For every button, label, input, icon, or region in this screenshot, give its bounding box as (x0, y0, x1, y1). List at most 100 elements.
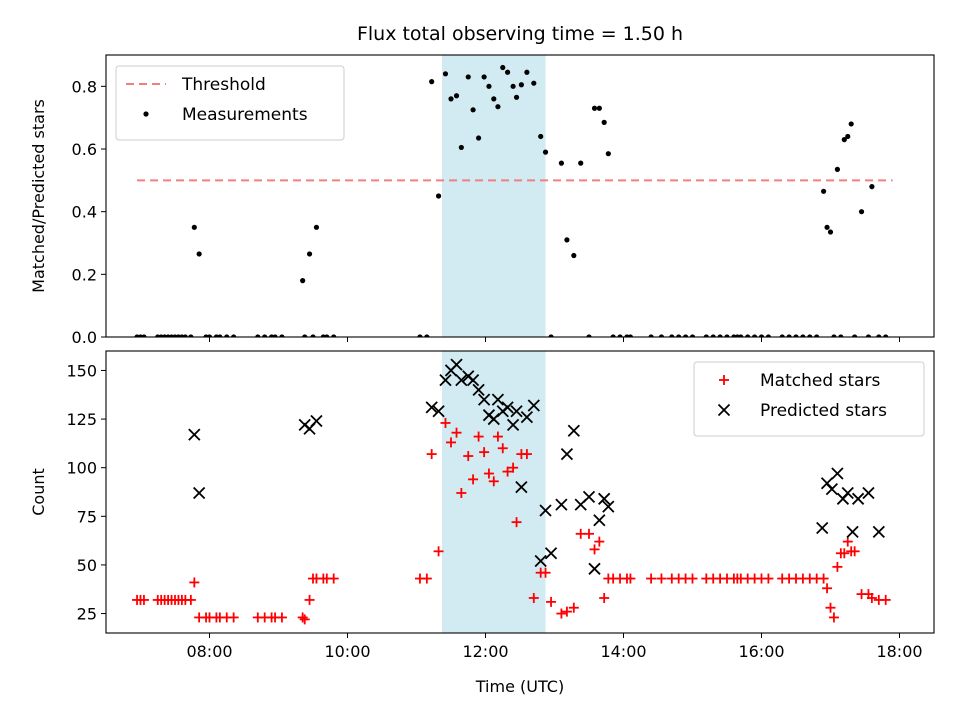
predicted-point-stroke (477, 393, 491, 406)
data-point (710, 334, 716, 337)
data-point (814, 334, 820, 337)
data-point (206, 334, 213, 337)
predicted-point-stroke (515, 481, 528, 494)
matched-point (492, 431, 503, 442)
data-point (596, 105, 602, 111)
panel-2-series-2 (188, 358, 885, 575)
data-point (605, 151, 611, 157)
predicted-point-stroke (862, 486, 875, 500)
data-point (500, 64, 506, 71)
predicted-point (582, 490, 596, 503)
data-point (786, 334, 792, 337)
data-point (841, 137, 847, 143)
data-point (617, 334, 623, 337)
predicted-point (425, 401, 438, 414)
legend-marker-swatch-stroke (717, 403, 731, 417)
data-point (831, 334, 837, 337)
predicted-point-stroke (602, 500, 615, 513)
matched-point (276, 612, 287, 623)
predicted-point (862, 486, 875, 500)
predicted-point (501, 401, 514, 414)
data-point (255, 334, 261, 337)
data-point (191, 224, 197, 230)
data-point (272, 334, 278, 337)
matched-point (508, 462, 519, 473)
predicted-point (593, 514, 606, 527)
panel-2-legend: Matched stars Predicted stars (693, 361, 925, 437)
matched-point (479, 447, 490, 458)
panel-1-series-2 (134, 64, 889, 337)
data-point (779, 334, 785, 337)
data-point (331, 334, 337, 337)
y-tick-label: 50 (77, 556, 97, 575)
x-axis-label: Time (UTC) (475, 677, 564, 696)
x-tick-label: 10:00 (324, 642, 370, 661)
matched-point (328, 573, 339, 584)
data-point (883, 334, 889, 337)
matched-point (297, 612, 308, 623)
data-point (793, 334, 799, 337)
y-tick-label: 75 (77, 507, 97, 526)
y-axis-label: Count (29, 468, 48, 516)
predicted-point (825, 482, 839, 496)
data-point (531, 80, 537, 86)
data-point (324, 334, 330, 337)
data-point (486, 83, 492, 89)
panel-2: 25 50 75 100 125 150 08:00 10:00 12:00 14:00 16:00… (29, 350, 935, 661)
matched-point (625, 573, 636, 584)
data-point (765, 334, 771, 337)
matched-point (511, 517, 522, 528)
predicted-point-stroke (851, 492, 865, 505)
predicted-point (851, 492, 865, 505)
data-point (300, 278, 306, 284)
data-point (279, 334, 285, 337)
data-point (703, 334, 709, 337)
predicted-point-stroke (872, 525, 885, 539)
predicted-point-stroke (560, 447, 574, 461)
predicted-point-stroke (527, 399, 540, 412)
panel-2-frame (105, 350, 935, 634)
matched-point (433, 546, 444, 557)
predicted-point (506, 418, 520, 432)
matched-point (421, 573, 432, 584)
predicted-point (816, 521, 829, 535)
matched-point (828, 612, 839, 623)
predicted-point (510, 405, 523, 418)
predicted-point-stroke (472, 383, 485, 397)
data-point (578, 160, 584, 166)
data-point (424, 334, 430, 337)
legend-marker-swatch (717, 403, 731, 417)
matched-point (561, 606, 572, 617)
predicted-point-stroke (841, 486, 854, 500)
predicted-point-stroke (520, 410, 534, 424)
predicted-point (188, 428, 201, 441)
matched-point (880, 594, 891, 605)
data-point (669, 334, 675, 337)
predicted-point (472, 383, 485, 397)
data-point (442, 71, 449, 77)
matched-point (528, 592, 539, 603)
x-tick-label: 08:00 (186, 642, 232, 661)
data-point (262, 334, 268, 337)
matched-point (497, 443, 508, 454)
data-point (510, 83, 516, 89)
predicted-point-stroke (825, 482, 839, 496)
data-point (601, 119, 607, 125)
data-point (845, 133, 851, 140)
predicted-point (831, 467, 844, 480)
legend-box (693, 361, 925, 437)
data-point (648, 334, 654, 337)
matched-point (440, 417, 451, 428)
legend-marker-swatch (719, 375, 729, 385)
predicted-point-stroke (188, 428, 201, 441)
data-point (313, 224, 320, 230)
matched-point (451, 427, 462, 438)
predicted-point (872, 525, 885, 539)
predicted-point-stroke (450, 358, 463, 371)
predicted-point-stroke (425, 401, 438, 414)
y-tick-label: 125 (66, 410, 97, 429)
predicted-point-stroke (588, 562, 601, 575)
matched-point (568, 602, 579, 613)
predicted-point-stroke (539, 504, 552, 517)
matched-point (656, 573, 667, 584)
